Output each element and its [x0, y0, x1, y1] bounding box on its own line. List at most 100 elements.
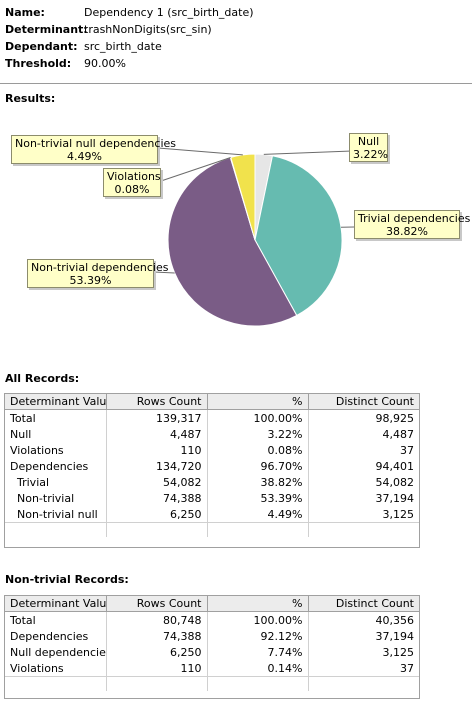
cell-rows-count: 74,388: [106, 490, 208, 506]
table-row[interactable]: Non-trivial null 6,250 4.49% 3,125: [5, 506, 419, 523]
column-header-determinant-value[interactable]: Determinant Value: [5, 394, 107, 410]
table-row[interactable]: Null 4,487 3.22% 4,487: [5, 426, 419, 442]
cell-determinant-value: Trivial: [5, 474, 107, 490]
cell-distinct-count: 3,125: [382, 507, 415, 521]
cell-percent: 3.22%: [207, 426, 309, 442]
table-row[interactable]: Total 80,748 100.00% 40,356: [5, 611, 419, 628]
cell-percent: 0.14%: [207, 660, 309, 677]
grid-header-row: Determinant Value Rows Count % Distinct …: [5, 394, 419, 410]
callout-pct: 38.82%: [386, 225, 428, 238]
cell-distinct-count: 37: [400, 661, 414, 675]
cell-distinct-count: 37: [400, 443, 414, 457]
column-header-rows-count[interactable]: Rows Count: [106, 394, 208, 410]
column-header-rows-count[interactable]: Rows Count: [106, 596, 208, 612]
cell-percent: 100.00%: [207, 611, 309, 628]
cell-percent: 96.70%: [207, 458, 309, 474]
cell-percent: 100.00%: [207, 409, 309, 426]
callout-label: Trivial dependencies: [358, 212, 471, 225]
info-key: Determinant:: [5, 23, 88, 36]
cell-rows-count: 110: [106, 660, 208, 677]
results-pie-chart: [153, 147, 355, 327]
cell-distinct-count: 98,925: [375, 411, 415, 425]
cell-determinant-value: Null dependencies: [5, 644, 107, 660]
info-row-dependant: Dependant: src_birth_date: [5, 38, 254, 55]
info-row-name: Name: Dependency 1 (src_birth_date): [5, 4, 254, 21]
cell-rows-count: 134,720: [106, 458, 208, 474]
table-row[interactable]: Dependencies 134,720 96.70% 94,401: [5, 458, 419, 474]
cell-determinant-value: Total: [5, 409, 107, 426]
all-records-title: All Records:: [5, 372, 80, 385]
info-row-determinant: Determinant:trashNonDigits(src_sin): [5, 21, 254, 38]
cell-determinant-value: Non-trivial null: [5, 506, 107, 523]
cell-percent: 4.49%: [207, 506, 309, 523]
cell-distinct-count: 40,356: [375, 613, 415, 627]
all-records-table: Determinant Value Rows Count % Distinct …: [5, 394, 419, 537]
table-row[interactable]: Trivial 54,082 38.82% 54,082: [5, 474, 419, 490]
info-row-threshold: Threshold: 90.00%: [5, 55, 254, 72]
dependency-info: Name: Dependency 1 (src_birth_date) Deter…: [5, 4, 254, 72]
cell-rows-count: 4,487: [106, 426, 208, 442]
cell-determinant-value: Dependencies: [5, 458, 107, 474]
table-row[interactable]: Violations 110 0.14% 37: [5, 660, 419, 677]
empty-row: [5, 522, 419, 537]
callout-leader-line: [263, 150, 353, 155]
cell-determinant-value: Violations: [5, 660, 107, 677]
callout-pct: 53.39%: [69, 274, 112, 287]
callout-violations: Violations 0.08%: [103, 168, 161, 197]
cell-rows-count: 110: [106, 442, 208, 458]
cell-rows-count: 80,748: [106, 611, 208, 628]
all-records-grid[interactable]: Determinant Value Rows Count % Distinct …: [4, 393, 420, 548]
table-row[interactable]: Violations 110 0.08% 37: [5, 442, 419, 458]
column-header-distinct-count[interactable]: Distinct Count: [308, 394, 419, 410]
cell-distinct-count: 54,082: [375, 475, 415, 489]
column-header-distinct-count[interactable]: Distinct Count: [308, 596, 419, 612]
callout-label: Non-trivial null dependencies: [15, 137, 176, 150]
cell-distinct-count: 3,125: [382, 645, 415, 659]
cell-rows-count: 54,082: [106, 474, 208, 490]
cell-determinant-value: Non-trivial: [5, 490, 107, 506]
column-header-percent[interactable]: %: [207, 596, 309, 612]
info-key: Name:: [5, 6, 45, 19]
table-row[interactable]: Total 139,317 100.00% 98,925: [5, 409, 419, 426]
callout-null: Null 3.22%: [349, 133, 388, 162]
info-value: src_birth_date: [84, 40, 162, 53]
callout-leader-line: [153, 271, 175, 274]
column-header-percent[interactable]: %: [207, 394, 309, 410]
callout-pct: 4.49%: [67, 150, 102, 163]
cell-rows-count: 74,388: [106, 628, 208, 644]
table-row[interactable]: Non-trivial 74,388 53.39% 37,194: [5, 490, 419, 506]
cell-distinct-count: 94,401: [375, 459, 415, 473]
info-value: 90.00%: [84, 57, 126, 70]
table-row[interactable]: Dependencies 74,388 92.12% 37,194: [5, 628, 419, 644]
cell-rows-count: 139,317: [106, 409, 208, 426]
cell-rows-count: 6,250: [106, 644, 208, 660]
column-header-determinant-value[interactable]: Determinant Value: [5, 596, 107, 612]
grid-header-row: Determinant Value Rows Count % Distinct …: [5, 596, 419, 612]
cell-determinant-value: Total: [5, 611, 107, 628]
cell-distinct-count: 4,487: [382, 427, 415, 441]
nontrivial-records-table: Determinant Value Rows Count % Distinct …: [5, 596, 419, 691]
callout-label: Null: [357, 135, 380, 148]
nontrivial-records-title: Non-trivial Records:: [5, 573, 129, 586]
cell-determinant-value: Null: [5, 426, 107, 442]
nontrivial-records-grid[interactable]: Determinant Value Rows Count % Distinct …: [4, 595, 420, 699]
callout-nontrivial-null: Non-trivial null dependencies 4.49%: [11, 135, 176, 164]
info-key: Dependant:: [5, 40, 78, 53]
cell-distinct-count: 37,194: [375, 491, 415, 505]
cell-percent: 53.39%: [207, 490, 309, 506]
callout-label: Violations: [107, 170, 161, 183]
cell-percent: 7.74%: [207, 644, 309, 660]
callout-pct: 3.22%: [353, 148, 388, 161]
table-row[interactable]: Null dependencies 6,250 7.74% 3,125: [5, 644, 419, 660]
callout-leader-line: [160, 157, 231, 182]
info-value: trashNonDigits(src_sin): [84, 23, 212, 36]
cell-distinct-count: 37,194: [375, 629, 415, 643]
cell-percent: 38.82%: [207, 474, 309, 490]
callout-label: Non-trivial dependencies: [31, 261, 169, 274]
results-title: Results:: [5, 92, 56, 105]
section-divider: [0, 83, 472, 84]
callout-trivial: Trivial dependencies 38.82%: [354, 210, 471, 239]
callout-pct: 0.08%: [114, 183, 150, 196]
cell-percent: 0.08%: [207, 442, 309, 458]
cell-determinant-value: Dependencies: [5, 628, 107, 644]
